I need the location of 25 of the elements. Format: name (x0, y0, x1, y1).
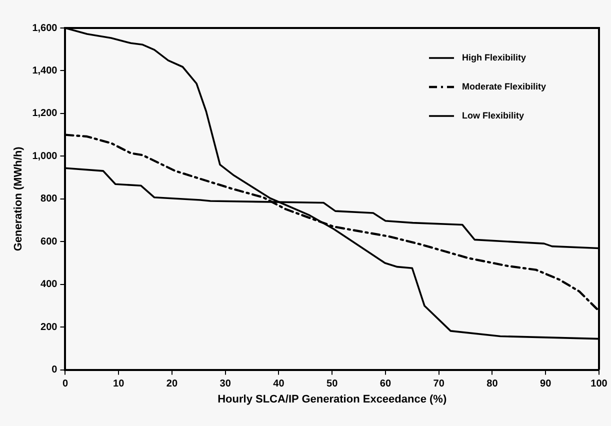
y-tick-label: 1,400 (32, 65, 58, 76)
x-tick-label: 50 (326, 378, 338, 390)
y-tick-label: 800 (40, 194, 58, 205)
legend-label: Moderate Flexibility (462, 81, 546, 92)
x-tick-label: 20 (166, 378, 178, 390)
y-tick-label: 600 (40, 236, 58, 248)
x-tick-label: 90 (540, 378, 552, 390)
y-tick-label: 400 (40, 279, 58, 290)
x-axis-title: Hourly SLCA/IP Generation Exceedance (%) (218, 393, 447, 406)
x-tick-label: 40 (273, 378, 285, 390)
y-axis-title: Generation (MWh/h) (12, 146, 25, 252)
legend-label: Low Flexibility (462, 110, 524, 120)
x-tick-label: 0 (62, 378, 68, 390)
x-tick-label: 10 (113, 378, 125, 390)
y-tick-label: 1,200 (32, 108, 58, 120)
y-tick-label: 1,600 (32, 22, 58, 34)
x-tick-label: 60 (380, 378, 392, 390)
x-tick-label: 30 (220, 378, 232, 390)
legend-label: High Flexibility (462, 52, 526, 62)
x-tick-label: 70 (433, 378, 445, 390)
x-tick-label: 80 (486, 378, 498, 390)
x-tick-label: 100 (590, 378, 608, 390)
y-tick-label: 1,000 (32, 150, 58, 162)
y-tick-label: 200 (40, 322, 58, 333)
y-tick-label: 0 (52, 364, 58, 376)
